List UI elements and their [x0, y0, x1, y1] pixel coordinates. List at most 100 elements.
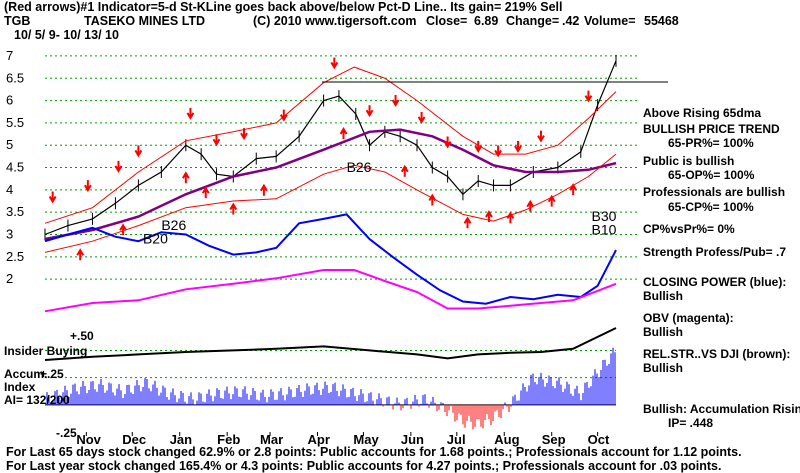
index-label: Index: [4, 380, 36, 394]
right-panel-line: Above Rising 65dma: [643, 106, 761, 120]
right-panel-line: Bullish: Accumulation Rising: [643, 402, 800, 416]
accumulation-index-panel: [45, 347, 616, 430]
header-volume-label: Volume=: [584, 14, 636, 28]
right-panel-line: Strength Profess/Pub= .7: [643, 245, 786, 259]
right-panel-line: REL.STR..VS DJI (brown):: [643, 347, 790, 361]
month-label: Jul: [447, 432, 466, 447]
sell-arrow: [84, 180, 92, 193]
indicator-lines: [44, 54, 617, 361]
right-panel-line: Bullish: [643, 361, 683, 375]
month-axis: Nov Dec Jan Feb Mar Apr May Jun Jul Aug Sep Oct: [76, 432, 610, 447]
y-tick-label: 3: [6, 227, 13, 242]
sell-arrow: [391, 94, 400, 107]
y-tick-label: 7: [6, 48, 13, 63]
plus50-label: +.50: [70, 329, 94, 343]
ma_65-line: [44, 128, 617, 241]
y-tick-label: 5: [6, 137, 13, 152]
footer-line-year: For Last year stock changed 165.4% or 4.…: [6, 459, 721, 473]
signal-label: B30: [592, 208, 617, 224]
signal-label: B10: [592, 222, 617, 238]
sell-arrow: [212, 134, 221, 147]
buy-arrow: [229, 202, 238, 215]
rel-strength-line: [44, 327, 617, 361]
sell-arrow: [537, 130, 545, 143]
right-panel-line: Bullish: [643, 325, 683, 339]
month-label: Aug: [494, 432, 519, 447]
buy-arrow: [428, 193, 437, 206]
sell-arrow: [494, 145, 502, 158]
sell-arrow: [474, 140, 483, 153]
right-panel-line: 65-CP%= 100%: [668, 200, 754, 214]
header-change-value: .42: [562, 14, 579, 28]
right-panel-line: CLOSING POWER (blue):: [643, 275, 786, 289]
y-tick-label: 2: [6, 271, 13, 286]
sell-arrow: [417, 111, 426, 124]
y-tick-label: 3.5: [6, 204, 24, 219]
upper_band-line: [44, 66, 617, 224]
buy-arrow: [76, 248, 85, 261]
y-tick-label: 6: [6, 93, 13, 108]
buy-arrow: [181, 171, 190, 184]
signal-label: B26: [347, 159, 372, 175]
buy-arrow: [526, 199, 535, 212]
signal-label: B26: [161, 217, 186, 233]
sell-arrow: [443, 136, 452, 149]
header-date-range: 10/ 5/ 9- 10/ 13/ 10: [14, 28, 119, 42]
buy-arrow: [119, 223, 127, 236]
right-panel-line: Public is bullish: [643, 154, 734, 168]
buy-arrow: [260, 183, 268, 196]
sell-arrow: [365, 105, 374, 118]
right-panel-line: 65-PR%= 100%: [668, 136, 754, 150]
buy-arrow: [569, 183, 577, 196]
header-close-label: Close=: [426, 14, 467, 28]
month-label: May: [353, 432, 379, 447]
buy-arrow: [463, 216, 472, 229]
y-tick-label: 4.5: [6, 160, 24, 175]
lower_band-line: [44, 153, 617, 253]
right-panel-line: IP= .448: [668, 416, 713, 430]
footer-line-65-days: For Last 65 days stock changed 62.9% or …: [6, 445, 742, 459]
obv-line: [44, 269, 617, 313]
sell-arrow: [584, 90, 593, 103]
buy-arrow: [547, 194, 556, 207]
ai-label: AI= 132/200: [4, 393, 70, 407]
y-tick-label: 4: [6, 182, 13, 197]
month-label: Sep: [542, 432, 566, 447]
month-label: Oct: [588, 432, 610, 447]
sell-arrow: [330, 57, 339, 70]
sell-arrow: [114, 160, 123, 173]
sell-arrow: [186, 107, 195, 120]
buy-arrow: [506, 211, 515, 224]
buy-arrow: [485, 210, 493, 223]
header-close-value: 6.89: [474, 14, 498, 28]
y-tick-label: 5.5: [6, 115, 24, 130]
buy-arrow: [339, 127, 348, 139]
right-panel-line: Professionals are bullish: [643, 185, 785, 199]
right-panel-line: Bullish: [643, 289, 683, 303]
y-tick-label: 2.5: [6, 249, 24, 264]
month-label: Dec: [122, 432, 146, 447]
month-label: Jan: [170, 432, 192, 447]
header-company: TASEKO MINES LTD: [84, 14, 205, 28]
header-copyright: (C) 2010 www.tigersoft.com: [253, 14, 416, 28]
right-panel-line: CP%vsPr%= 0%: [643, 222, 735, 236]
y-tick-label: 6.5: [6, 70, 24, 85]
header-change-label: Change=: [506, 14, 559, 28]
sell-arrow: [134, 145, 143, 158]
minus25-label: -.25: [56, 426, 77, 440]
signal-arrows: [48, 57, 593, 261]
price-y-ticks: 7 6.5 6 5.5 5 4.5 4 3.5 3 2.5 2: [6, 48, 24, 286]
right-panel-line: BULLISH PRICE TREND: [643, 122, 780, 136]
accum-label: Accum.: [4, 367, 47, 381]
right-panel-line: OBV (magenta):: [643, 311, 734, 325]
sell-arrow: [279, 109, 288, 122]
header-indicator-line: (Red arrows)#1 Indicator=5-d St-KLine go…: [4, 0, 562, 14]
month-label: Nov: [76, 432, 101, 447]
price-gridlines: [45, 55, 640, 280]
month-label: Apr: [307, 432, 329, 447]
buy-arrow: [201, 186, 210, 199]
header-volume-value: 55468: [644, 14, 679, 28]
month-label: Feb: [217, 432, 240, 447]
